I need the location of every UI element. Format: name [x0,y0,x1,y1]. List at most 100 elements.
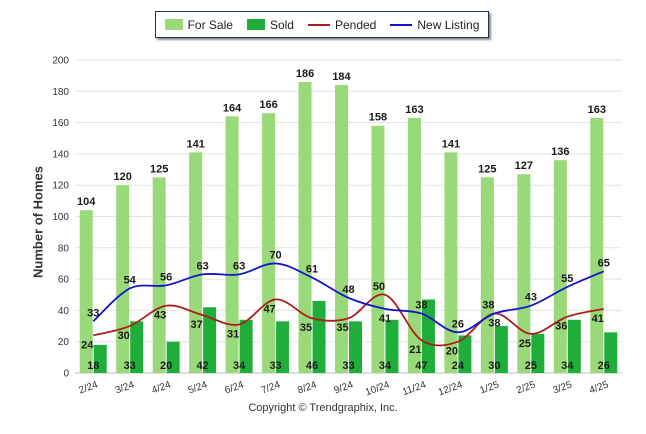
legend-label-pended: Pended [334,17,377,32]
bar-for-sale [116,185,130,373]
data-label-for-sale: 127 [515,160,533,172]
bar-sold [130,321,144,373]
bar-for-sale [553,160,567,373]
y-tick-label: 120 [52,181,69,192]
bar-sold [93,344,107,373]
legend-label-new-listing: New Listing [417,17,480,32]
bar-for-sale [444,152,458,373]
legend-item-pended[interactable]: Pended [307,17,377,32]
bar-sold [276,321,290,373]
data-label-sold: 30 [488,360,500,372]
x-tick-label: 3/25 [551,379,573,396]
x-tick-label: 7/24 [260,379,282,396]
data-label-pended: 36 [555,321,567,333]
data-label-for-sale: 141 [186,138,204,150]
data-label-for-sale: 125 [150,163,168,175]
y-tick-label: 180 [52,87,69,98]
data-label-new-listing: 43 [525,292,537,304]
data-label-new-listing: 26 [452,318,464,330]
data-label-pended: 24 [81,339,94,351]
bar-for-sale [225,116,239,373]
x-tick-label: 6/24 [223,379,245,396]
data-label-pended: 43 [154,310,166,322]
data-label-sold: 24 [452,360,465,372]
x-tick-label: 1/25 [479,379,501,396]
x-tick-label: 10/24 [364,379,392,398]
data-label-pended: 37 [191,319,203,331]
x-tick-label: 2/25 [515,379,537,396]
data-label-pended: 38 [482,300,494,312]
data-label-new-listing: 70 [269,249,281,261]
legend-swatch-new-listing [390,23,413,26]
legend-swatch-pended [307,23,330,26]
data-label-pended: 31 [227,328,239,340]
data-label-for-sale: 136 [551,146,569,158]
bar-sold [203,307,217,373]
x-tick-label: 4/24 [150,379,172,396]
legend-swatch-for-sale [164,19,183,30]
data-label-sold: 26 [598,360,610,372]
x-tick-label: 3/24 [114,379,136,396]
data-label-sold: 33 [269,360,281,372]
data-label-sold: 47 [415,360,427,372]
data-label-sold: 25 [525,360,537,372]
data-label-new-listing: 38 [415,300,427,312]
bar-for-sale [590,117,604,373]
data-label-pended: 35 [300,322,312,334]
data-label-pended: 35 [336,322,348,334]
data-label-pended: 50 [373,281,385,293]
bar-for-sale [480,177,494,373]
y-tick-label: 40 [58,306,70,317]
data-label-new-listing: 54 [124,274,137,286]
legend-label-sold: Sold [269,17,294,32]
bar-for-sale [407,117,421,373]
legend-swatch-sold [246,19,265,30]
y-tick-label: 200 [52,56,69,67]
bar-sold [531,333,545,373]
data-label-sold: 18 [87,360,99,372]
data-label-new-listing: 63 [197,260,209,272]
data-label-for-sale: 104 [77,196,96,208]
data-label-for-sale: 141 [442,138,460,150]
data-label-sold: 34 [561,360,574,372]
data-label-new-listing: 65 [598,257,610,269]
bar-sold [166,341,180,373]
data-label-new-listing: 41 [379,313,391,325]
data-label-for-sale: 120 [114,171,132,183]
legend-item-sold[interactable]: Sold [246,17,294,32]
bar-for-sale [152,177,166,373]
bar-sold [604,332,618,373]
bar-sold [567,319,581,373]
data-label-pended: 47 [263,303,275,315]
data-label-pended: 20 [446,346,458,358]
data-label-new-listing: 61 [306,264,318,276]
data-label-sold: 33 [124,360,136,372]
x-tick-label: 11/24 [401,379,428,398]
data-label-pended: 41 [592,313,604,325]
bar-sold [421,299,435,373]
y-axis-label: Number of Homes [30,166,46,278]
bar-for-sale [335,85,348,373]
legend-item-new-listing[interactable]: New Listing [390,18,479,32]
bar-sold [494,326,508,373]
bar-sold [349,321,362,373]
data-label-pended: 30 [118,330,130,342]
data-label-sold: 42 [197,360,209,372]
line-pended [93,293,604,347]
data-label-for-sale: 166 [259,99,277,111]
bar-for-sale [79,210,93,373]
data-label-pended: 21 [409,344,421,356]
x-tick-label: 2/24 [77,379,99,396]
bar-for-sale [262,113,276,374]
data-label-new-listing: 56 [160,271,172,283]
y-tick-label: 80 [58,243,70,254]
legend-item-for-sale[interactable]: For Sale [164,18,233,32]
data-label-for-sale: 186 [296,68,314,80]
data-label-new-listing: 63 [233,260,245,272]
data-label-for-sale: 125 [478,163,496,175]
y-tick-label: 0 [63,369,69,380]
data-label-new-listing: 33 [87,307,99,319]
bar-for-sale [371,125,385,373]
bar-sold [458,335,472,373]
x-tick-label: 8/24 [296,379,318,396]
